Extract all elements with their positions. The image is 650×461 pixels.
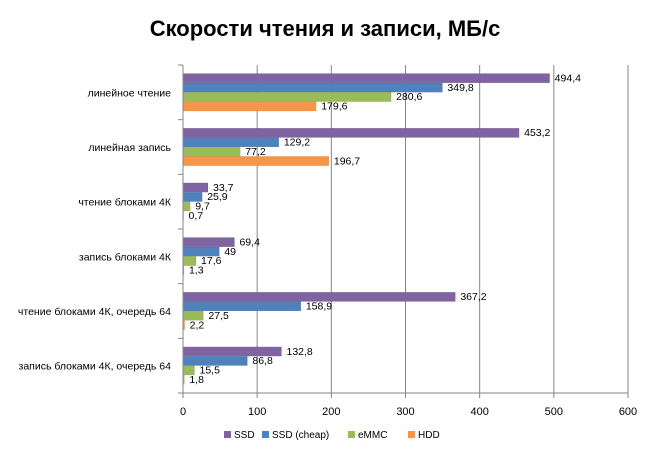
category-label: чтение блоками 4К (78, 197, 172, 209)
data-label: 9,7 (195, 201, 210, 213)
data-label: 0,7 (189, 210, 204, 222)
data-label: 196,7 (334, 155, 360, 167)
category-label: линейное чтение (88, 87, 172, 99)
x-tick-label: 600 (619, 406, 637, 418)
data-label: 1,8 (189, 374, 204, 386)
category-label: запись блоками 4К, очередь 64 (19, 361, 172, 373)
bar-ssd (182, 127, 520, 138)
data-label: 132,8 (286, 346, 312, 358)
data-label: 280,6 (396, 91, 422, 103)
bar-ssd (182, 182, 209, 193)
legend-swatch (348, 431, 355, 438)
bar-ssd (182, 73, 550, 84)
data-label: 27,5 (208, 310, 229, 322)
data-label: 49 (224, 246, 236, 258)
x-tick-label: 400 (470, 406, 488, 418)
data-label: 158,9 (306, 301, 332, 313)
data-label: 15,5 (199, 365, 220, 377)
bars (182, 73, 550, 385)
bar-ssd-cheap (182, 301, 302, 312)
legend-swatch (224, 431, 231, 438)
axes: 0 100 200 300 400 500 600 линейное чтение линейн… (18, 64, 637, 418)
data-label: 86,8 (252, 355, 273, 367)
data-label: 494,4 (555, 72, 581, 84)
data-label: 349,8 (447, 82, 473, 94)
legend-label: eMMC (358, 430, 387, 441)
data-label: 17,6 (201, 255, 222, 267)
x-tick-label: 0 (180, 406, 186, 418)
category-label: чтение блоками 4К, очередь 64 (18, 306, 171, 318)
data-label: 77,2 (245, 146, 266, 158)
chart-title: Скорости чтения и записи, МБ/с (150, 16, 501, 41)
data-label: 453,2 (524, 127, 550, 139)
x-tick-label: 200 (322, 406, 340, 418)
gridlines (256, 65, 629, 393)
legend-label: SSD (234, 430, 255, 441)
x-tick-label: 300 (396, 406, 414, 418)
bar-emmc (182, 92, 392, 102)
data-label: 33,7 (213, 182, 234, 194)
bar-hdd (182, 101, 317, 112)
legend-label: SSD (cheap) (272, 430, 329, 441)
data-label: 179,6 (321, 101, 347, 113)
data-labels: 494,4 349,8 280,6 179,6 453,2 129,2 77,2 196,7 3… (189, 72, 582, 386)
data-label: 25,9 (207, 191, 228, 203)
data-label: 1,3 (189, 265, 204, 277)
data-label: 129,2 (284, 137, 310, 149)
legend: SSD SSD (cheap) eMMC HDD (224, 430, 440, 441)
data-label: 2,2 (190, 319, 205, 331)
legend-label: HDD (418, 430, 440, 441)
legend-swatch (408, 431, 415, 438)
x-tick-label: 500 (545, 406, 563, 418)
data-label: 69,4 (239, 236, 260, 248)
data-label: 367,2 (460, 291, 486, 303)
category-label: запись блоками 4К (79, 251, 172, 263)
category-label: линейная запись (88, 142, 171, 154)
x-tick-label: 100 (248, 406, 266, 418)
legend-swatch (262, 431, 269, 438)
bar-emmc (182, 146, 241, 157)
